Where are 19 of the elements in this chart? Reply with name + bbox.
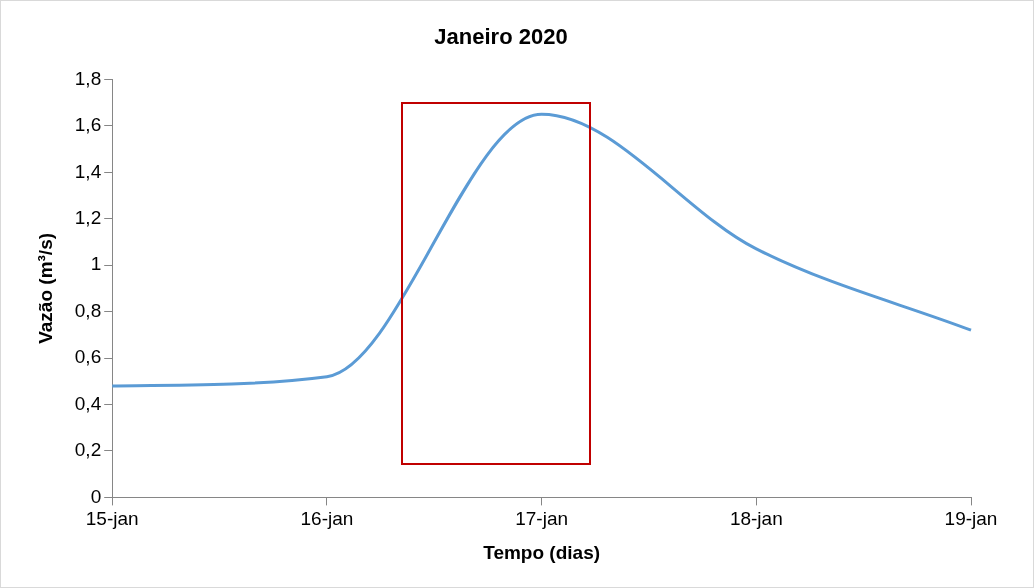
x-tick-label: 15-jan [85, 508, 139, 530]
x-tick-label: 18-jan [729, 508, 783, 530]
y-tick-label: 1,6 [74, 114, 102, 136]
x-tick-label: 17-jan [515, 508, 569, 530]
x-axis-title: Tempo (dias) [483, 541, 601, 563]
line-series [110, 112, 973, 388]
y-tick-label: 1 [90, 253, 102, 275]
x-tick-label: 16-jan [300, 508, 354, 530]
x-tick-label: 19-jan [944, 508, 998, 530]
y-tick-label: 0,4 [74, 392, 102, 414]
y-tick-label: 0,6 [74, 346, 102, 368]
y-axis-title: Vazão (m³/s) [34, 232, 56, 344]
y-tick-label: 0,2 [74, 439, 102, 461]
y-tick-label: 1,2 [74, 206, 102, 228]
y-tick-label: 0 [90, 485, 102, 507]
y-tick-label: 1,8 [74, 67, 102, 89]
y-tick-label: 0,8 [74, 299, 102, 321]
chart-title: Janeiro 2020 [434, 24, 568, 50]
y-tick-label: 1,4 [74, 160, 102, 182]
